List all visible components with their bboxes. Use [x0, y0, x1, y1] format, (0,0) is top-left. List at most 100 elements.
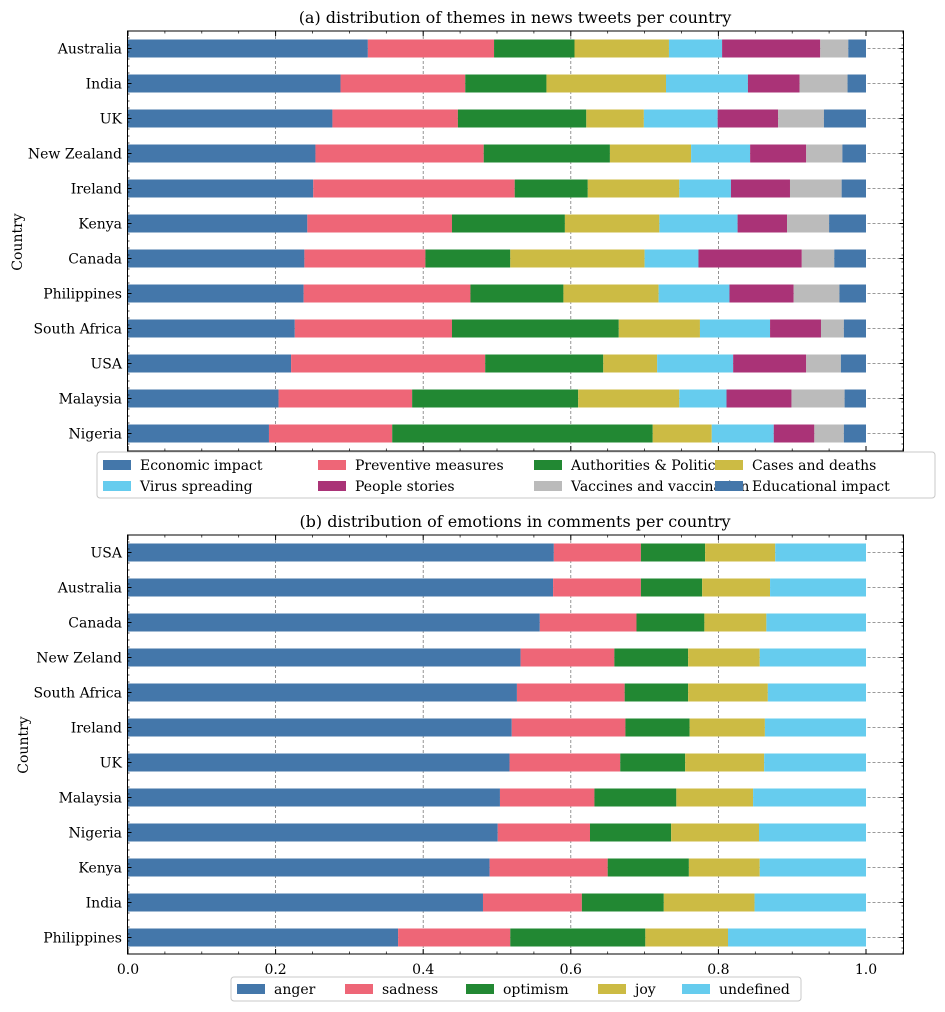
themes-bar-australia-educational-impact	[848, 39, 866, 58]
themes-bar-nigeria-people-stories	[773, 424, 815, 443]
emotions-bar-new-zeland-undefined	[759, 648, 866, 667]
emotions-legend-swatch-undefined	[682, 984, 710, 994]
emotions-category-label: UK	[100, 756, 123, 772]
themes-bar-australia-preventive-measures	[367, 39, 495, 58]
themes-bar-australia-virus-spreading	[668, 39, 723, 58]
emotions-legend-label: joy	[633, 982, 656, 998]
emotions-bar-india-sadness	[482, 893, 582, 912]
themes-legend-swatch-economic-impact	[103, 460, 131, 470]
emotions-bar-india-undefined	[754, 893, 866, 912]
emotions-category-label: Canada	[68, 616, 122, 632]
emotions-legend-swatch-sadness	[345, 984, 373, 994]
emotions-category-label: Ireland	[71, 721, 122, 737]
themes-bar-ireland-vaccines-and-vaccination	[789, 179, 842, 198]
themes-bar-canada-educational-impact	[834, 249, 866, 268]
emotions-chart-frame	[127, 534, 904, 955]
emotions-bar-uk-optimism	[620, 753, 686, 772]
emotions-bar-kenya-optimism	[607, 858, 689, 877]
emotions-bar-usa-joy	[705, 543, 776, 562]
emotions-bar-kenya-sadness	[489, 858, 608, 877]
themes-category-label: Nigeria	[69, 427, 123, 443]
themes-bar-philippines-preventive-measures	[303, 284, 471, 303]
themes-bar-india-vaccines-and-vaccination	[799, 74, 848, 93]
emotions-x-tick-label: 0.8	[707, 962, 729, 978]
themes-bar-ireland-virus-spreading	[679, 179, 731, 198]
themes-bar-new-zealand-people-stories	[750, 144, 807, 163]
emotions-category-label: Malaysia	[59, 791, 122, 807]
emotions-legend-box	[230, 976, 802, 1002]
emotions-bar-malaysia-optimism	[594, 788, 677, 807]
themes-bar-usa-economic-impact	[128, 354, 292, 373]
themes-bar-canada-vaccines-and-vaccination	[801, 249, 835, 268]
themes-bar-canada-virus-spreading	[644, 249, 699, 268]
themes-bar-india-virus-spreading	[666, 74, 748, 93]
themes-bar-malaysia-economic-impact	[128, 389, 279, 408]
themes-bar-kenya-economic-impact	[128, 214, 308, 233]
themes-legend-swatch-virus-spreading	[103, 481, 131, 491]
themes-bar-uk-authorities-politics	[457, 109, 587, 128]
emotions-bar-ireland-undefined	[764, 718, 866, 737]
themes-legend-swatch-educational-impact	[715, 481, 743, 491]
emotions-bar-nigeria-anger	[128, 823, 498, 842]
themes-chart-title: (a) distribution of themes in news tweet…	[299, 8, 732, 27]
emotions-x-tick-label: 0.4	[412, 962, 434, 978]
themes-bar-canada-authorities-politics	[425, 249, 511, 268]
themes-category-label: Canada	[68, 252, 122, 268]
emotions-category-label: Australia	[57, 581, 122, 597]
emotions-legend-label: anger	[274, 982, 316, 998]
emotions-legend-swatch-anger	[237, 984, 265, 994]
themes-bar-ireland-cases-and-deaths	[587, 179, 680, 198]
themes-bar-nigeria-cases-and-deaths	[652, 424, 712, 443]
themes-bar-new-zealand-vaccines-and-vaccination	[806, 144, 843, 163]
themes-bar-south-africa-educational-impact	[843, 319, 866, 338]
emotions-bar-india-joy	[663, 893, 755, 912]
themes-category-label: Philippines	[43, 287, 122, 303]
emotions-category-label: Philippines	[43, 931, 122, 947]
emotions-x-tick-label: 0.2	[264, 962, 286, 978]
themes-legend-swatch-cases-and-deaths	[715, 460, 743, 470]
themes-bar-kenya-virus-spreading	[659, 214, 738, 233]
emotions-bar-ireland-optimism	[625, 718, 690, 737]
themes-bar-philippines-vaccines-and-vaccination	[793, 284, 840, 303]
emotions-bar-new-zeland-optimism	[614, 648, 689, 667]
emotions-bar-philippines-optimism	[510, 928, 646, 947]
themes-bar-malaysia-vaccines-and-vaccination	[791, 389, 845, 408]
themes-bar-usa-authorities-politics	[485, 354, 604, 373]
emotions-bar-malaysia-undefined	[753, 788, 866, 807]
emotions-bar-india-anger	[128, 893, 483, 912]
themes-bar-malaysia-educational-impact	[844, 389, 866, 408]
emotions-bar-canada-anger	[128, 613, 540, 632]
themes-bar-malaysia-virus-spreading	[679, 389, 727, 408]
themes-bar-usa-educational-impact	[840, 354, 866, 373]
themes-bar-nigeria-educational-impact	[843, 424, 866, 443]
themes-bar-australia-people-stories	[722, 39, 821, 58]
themes-bar-south-africa-virus-spreading	[699, 319, 771, 338]
emotions-bar-philippines-anger	[128, 928, 399, 947]
themes-bar-nigeria-authorities-politics	[392, 424, 653, 443]
emotions-chart-x-tick-labels: 0.0 0.2 0.4 0.6 0.8 1.0	[117, 962, 877, 978]
emotions-chart-grid	[127, 535, 904, 954]
themes-category-label: South Africa	[33, 322, 122, 338]
themes-chart-bars	[128, 39, 866, 443]
themes-bar-new-zealand-cases-and-deaths	[609, 144, 692, 163]
themes-bar-india-economic-impact	[128, 74, 341, 93]
themes-bar-australia-authorities-politics	[494, 39, 575, 58]
themes-legend-label: Cases and deaths	[752, 458, 876, 474]
emotions-bar-uk-sadness	[509, 753, 621, 772]
themes-bar-kenya-people-stories	[737, 214, 788, 233]
themes-bar-uk-economic-impact	[128, 109, 333, 128]
themes-bar-usa-cases-and-deaths	[603, 354, 658, 373]
emotions-chart-bars	[128, 543, 866, 947]
themes-chart-panel: (a) distribution of themes in news tweet…	[10, 8, 936, 499]
themes-bar-canada-preventive-measures	[304, 249, 426, 268]
emotions-bar-south-africa-anger	[128, 683, 517, 702]
themes-chart-frame	[127, 30, 904, 452]
emotions-bar-australia-optimism	[640, 578, 703, 597]
emotions-bar-south-africa-sadness	[516, 683, 625, 702]
emotions-chart-category-labels: USA Australia Canada New Zeland South Africa…	[33, 546, 122, 947]
themes-legend-label: Educational impact	[752, 479, 890, 495]
emotions-bar-philippines-joy	[645, 928, 728, 947]
themes-bar-usa-people-stories	[733, 354, 807, 373]
themes-bar-uk-cases-and-deaths	[586, 109, 644, 128]
emotions-bar-canada-joy	[704, 613, 767, 632]
